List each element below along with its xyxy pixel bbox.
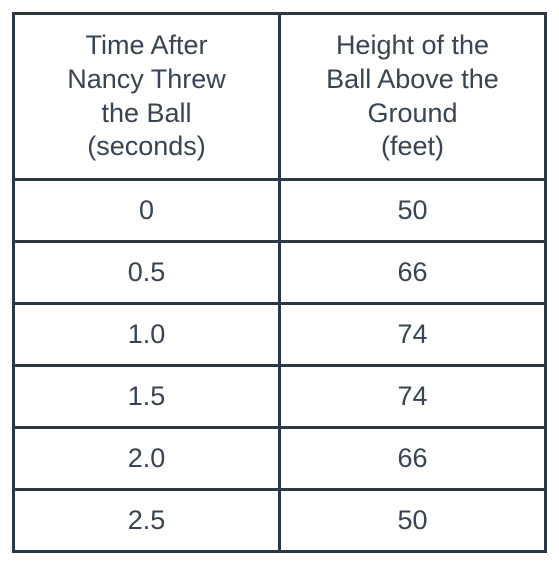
table-header-row: Time AfterNancy Threwthe Ball(seconds) H…: [14, 14, 546, 180]
table-row: 1.0 74: [14, 304, 546, 366]
cell-height: 50: [280, 180, 546, 242]
table-row: 2.5 50: [14, 490, 546, 552]
cell-height: 66: [280, 242, 546, 304]
data-table: Time AfterNancy Threwthe Ball(seconds) H…: [12, 12, 547, 553]
cell-height: 74: [280, 366, 546, 428]
cell-time: 2.5: [14, 490, 280, 552]
table-row: 0.5 66: [14, 242, 546, 304]
cell-time: 1.5: [14, 366, 280, 428]
cell-time: 2.0: [14, 428, 280, 490]
cell-height: 50: [280, 490, 546, 552]
table-row: 1.5 74: [14, 366, 546, 428]
cell-time: 0: [14, 180, 280, 242]
col-header-time: Time AfterNancy Threwthe Ball(seconds): [14, 14, 280, 180]
table-row: 2.0 66: [14, 428, 546, 490]
cell-height: 74: [280, 304, 546, 366]
cell-time: 0.5: [14, 242, 280, 304]
table-row: 0 50: [14, 180, 546, 242]
col-header-height: Height of theBall Above theGround(feet): [280, 14, 546, 180]
cell-time: 1.0: [14, 304, 280, 366]
cell-height: 66: [280, 428, 546, 490]
